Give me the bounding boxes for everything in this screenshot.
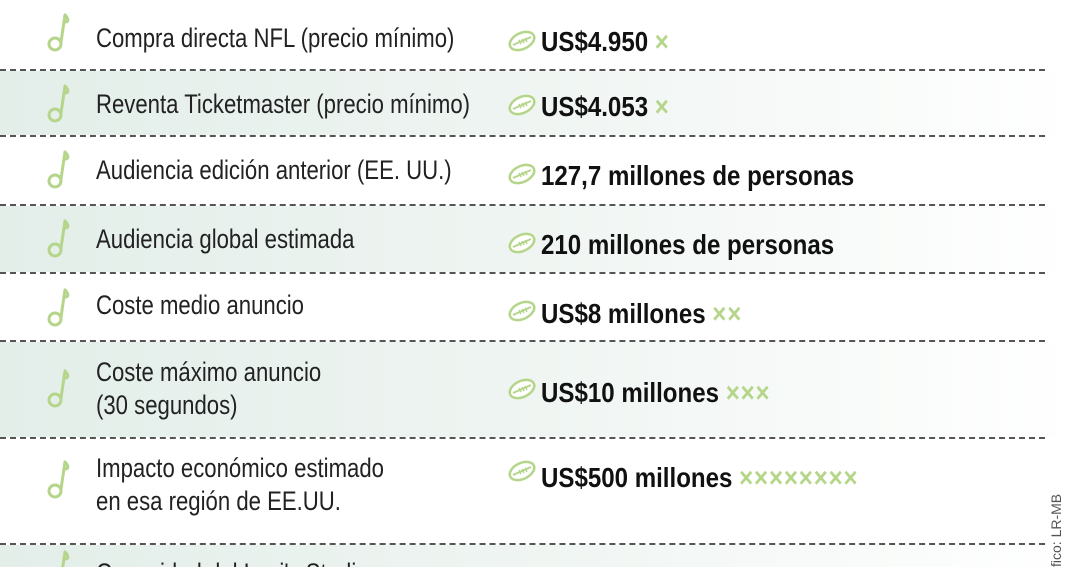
row-value: US$10 millones ××× bbox=[541, 377, 771, 408]
row-label: Audiencia global estimada bbox=[96, 224, 355, 254]
table-row: Audiencia edición anterior (EE. UU.) 127… bbox=[0, 137, 1080, 204]
row-divider bbox=[0, 204, 1045, 206]
row-label: Coste máximo anuncio (30 segundos) bbox=[96, 356, 321, 422]
table-row: Compra directa NFL (precio mínimo) US$4.… bbox=[0, 0, 1080, 69]
row-label-line1: Impacto económico estimado bbox=[96, 453, 384, 483]
row-label: Audiencia edición anterior (EE. UU.) bbox=[96, 155, 452, 185]
row-label: Impacto económico estimado en esa región… bbox=[96, 452, 384, 518]
row-label: Compra directa NFL (precio mínimo) bbox=[96, 23, 455, 53]
music-note-icon bbox=[44, 218, 72, 258]
music-note-icon bbox=[44, 549, 72, 567]
row-label: Coste medio anuncio bbox=[96, 290, 304, 320]
football-icon bbox=[507, 232, 537, 254]
table-row: Coste medio anuncio US$8 millones ×× bbox=[0, 274, 1080, 340]
row-value: 127,7 millones de personas bbox=[541, 160, 855, 191]
row-divider bbox=[0, 437, 1045, 439]
row-value: US$4.950 × bbox=[541, 26, 670, 57]
music-note-icon bbox=[44, 368, 72, 408]
table-row: Impacto económico estimado en esa región… bbox=[0, 439, 1080, 537]
music-note-icon bbox=[44, 83, 72, 123]
row-marks: ××× bbox=[725, 377, 771, 408]
row-value: US$4.053 × bbox=[541, 91, 670, 122]
row-label-line1: Coste máximo anuncio bbox=[96, 357, 322, 387]
row-divider bbox=[0, 272, 1045, 274]
row-label-line2: (30 segundos) bbox=[96, 390, 238, 420]
row-marks: × bbox=[654, 26, 670, 57]
image-credit: fico: LR-MB bbox=[1048, 493, 1064, 567]
row-marks: × bbox=[654, 91, 670, 122]
row-value: 210 millones de personas bbox=[541, 229, 835, 260]
row-value: US$500 millones ×××××××× bbox=[541, 462, 859, 493]
row-marks: ×× bbox=[712, 298, 743, 329]
football-icon bbox=[507, 300, 537, 322]
football-icon bbox=[507, 460, 537, 482]
row-divider bbox=[0, 135, 1045, 137]
football-icon bbox=[507, 378, 537, 400]
row-divider bbox=[0, 543, 1045, 545]
row-label: Capacidad del Levi's Stadium bbox=[96, 557, 387, 567]
row-label-line2: en esa región de EE.UU. bbox=[96, 486, 341, 516]
table-row: Coste máximo anuncio (30 segundos) US$10… bbox=[0, 342, 1080, 437]
row-divider bbox=[0, 340, 1045, 342]
table-row: Audiencia global estimada 210 millones d… bbox=[0, 206, 1080, 272]
football-icon bbox=[507, 94, 537, 116]
music-note-icon bbox=[44, 287, 72, 327]
table-row: Reventa Ticketmaster (precio mínimo) US$… bbox=[0, 71, 1080, 135]
music-note-icon bbox=[44, 459, 72, 499]
row-label: Reventa Ticketmaster (precio mínimo) bbox=[96, 89, 471, 119]
football-icon bbox=[507, 30, 537, 52]
music-note-icon bbox=[44, 149, 72, 189]
music-note-icon bbox=[44, 12, 72, 52]
football-icon bbox=[507, 163, 537, 185]
row-divider bbox=[0, 69, 1045, 71]
row-value: US$8 millones ×× bbox=[541, 298, 743, 329]
table-row: Capacidad del Levi's Stadium bbox=[0, 545, 1080, 567]
row-marks: ×××××××× bbox=[739, 462, 859, 493]
